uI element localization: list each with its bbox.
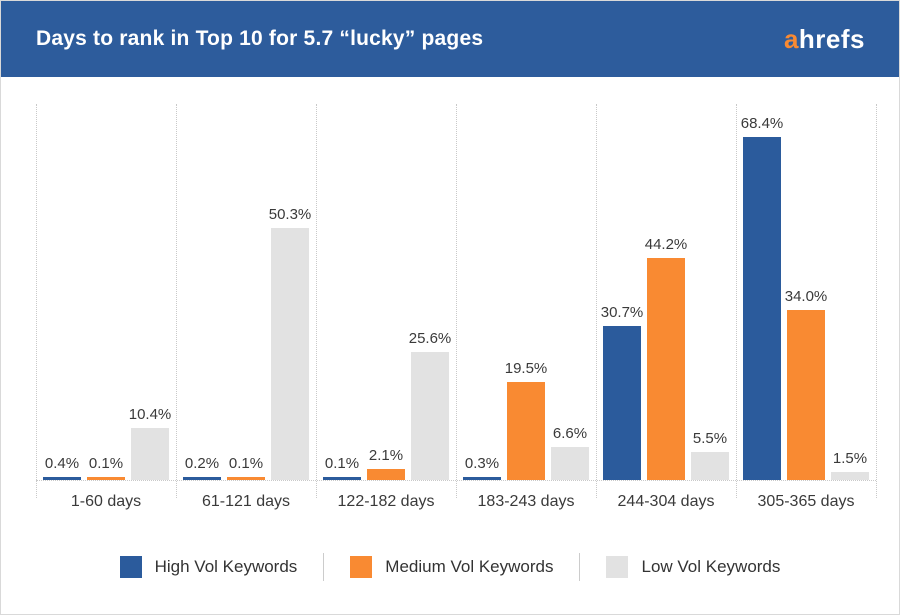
value-label-medium-vol-keywords: 34.0% <box>784 288 828 305</box>
bar-group-305-365-days: 68.4% 34.0% 1.5% <box>736 104 876 480</box>
bar-wrap-medium-vol-keywords: 0.1% <box>227 455 265 480</box>
value-label-low-vol-keywords: 50.3% <box>268 206 312 223</box>
bar-high-vol-keywords <box>743 137 781 480</box>
bar-medium-vol-keywords <box>367 469 405 480</box>
bar-low-vol-keywords <box>691 452 729 480</box>
legend-divider <box>579 553 581 581</box>
plot-area: 0.4% 0.1% 10.4% 0.2% 0.1% 50.3% 0.1% 2.1% 25.6% 0… <box>36 104 877 498</box>
x-axis-label-183-243-days: 183-243 days <box>477 493 575 510</box>
value-label-high-vol-keywords: 30.7% <box>600 304 644 321</box>
gridline <box>736 104 737 498</box>
value-label-medium-vol-keywords: 2.1% <box>368 447 404 464</box>
bar-low-vol-keywords <box>411 352 449 480</box>
legend-swatch-medium-vol-keywords <box>350 556 373 578</box>
legend-divider <box>323 553 325 581</box>
bar-wrap-low-vol-keywords: 5.5% <box>691 430 729 480</box>
legend: High Vol Keywords Medium Vol Keywords Low … <box>1 553 899 581</box>
value-label-low-vol-keywords: 6.6% <box>552 425 588 442</box>
bar-wrap-medium-vol-keywords: 34.0% <box>784 288 828 480</box>
bar-medium-vol-keywords <box>787 310 825 480</box>
bar-wrap-high-vol-keywords: 0.1% <box>323 455 361 480</box>
value-label-low-vol-keywords: 25.6% <box>408 330 452 347</box>
bar-groups: 0.4% 0.1% 10.4% 0.2% 0.1% 50.3% 0.1% 2.1% 25.6% 0… <box>36 104 876 480</box>
value-label-high-vol-keywords: 0.3% <box>464 455 500 472</box>
logo-text: hrefs <box>798 23 865 54</box>
legend-item-medium-vol-keywords: Medium Vol Keywords <box>350 556 553 578</box>
bar-wrap-low-vol-keywords: 25.6% <box>408 330 452 480</box>
bar-wrap-high-vol-keywords: 0.3% <box>463 455 501 480</box>
bar-medium-vol-keywords <box>227 477 265 480</box>
value-label-medium-vol-keywords: 19.5% <box>504 360 548 377</box>
bar-high-vol-keywords <box>603 326 641 480</box>
bar-group-61-121-days: 0.2% 0.1% 50.3% <box>176 104 316 480</box>
legend-item-high-vol-keywords: High Vol Keywords <box>119 556 298 578</box>
gridline <box>176 104 177 498</box>
bar-wrap-low-vol-keywords: 6.6% <box>551 425 589 480</box>
bar-low-vol-keywords <box>131 428 169 480</box>
x-axis-label-244-304-days: 244-304 days <box>617 493 715 510</box>
value-label-high-vol-keywords: 0.2% <box>184 455 220 472</box>
value-label-low-vol-keywords: 10.4% <box>128 406 172 423</box>
bar-group-183-243-days: 0.3% 19.5% 6.6% <box>456 104 596 480</box>
bar-high-vol-keywords <box>183 477 221 480</box>
bar-medium-vol-keywords <box>647 258 685 480</box>
bar-medium-vol-keywords <box>507 382 545 480</box>
gridline <box>316 104 317 498</box>
bar-low-vol-keywords <box>271 228 309 480</box>
gridline <box>596 104 597 498</box>
x-axis-label-122-182-days: 122-182 days <box>337 493 435 510</box>
value-label-low-vol-keywords: 5.5% <box>692 430 728 447</box>
gridline <box>456 104 457 498</box>
legend-item-low-vol-keywords: Low Vol Keywords <box>606 556 780 578</box>
ahrefs-logo: ahrefs <box>784 24 865 55</box>
bar-wrap-high-vol-keywords: 68.4% <box>740 115 784 480</box>
value-label-medium-vol-keywords: 0.1% <box>228 455 264 472</box>
bar-low-vol-keywords <box>551 447 589 480</box>
bar-wrap-medium-vol-keywords: 44.2% <box>644 236 688 480</box>
value-label-high-vol-keywords: 0.4% <box>44 455 80 472</box>
bar-wrap-high-vol-keywords: 0.4% <box>43 455 81 480</box>
x-axis-baseline <box>36 480 876 481</box>
value-label-medium-vol-keywords: 44.2% <box>644 236 688 253</box>
bar-wrap-medium-vol-keywords: 2.1% <box>367 447 405 480</box>
x-axis-labels: 1-60 days 61-121 days 122-182 days 183-243 … <box>36 480 876 511</box>
bar-wrap-low-vol-keywords: 10.4% <box>128 406 172 480</box>
legend-swatch-low-vol-keywords <box>606 556 629 578</box>
gridline <box>36 104 37 498</box>
chart-title: Days to rank in Top 10 for 5.7 “lucky” p… <box>36 27 484 50</box>
bar-wrap-high-vol-keywords: 30.7% <box>600 304 644 480</box>
bar-group-122-182-days: 0.1% 2.1% 25.6% <box>316 104 456 480</box>
bar-high-vol-keywords <box>323 477 361 480</box>
bar-wrap-low-vol-keywords: 1.5% <box>831 450 869 480</box>
bar-wrap-high-vol-keywords: 0.2% <box>183 455 221 480</box>
legend-label-low-vol-keywords: Low Vol Keywords <box>641 557 781 576</box>
gridline <box>876 104 877 498</box>
value-label-high-vol-keywords: 0.1% <box>324 455 360 472</box>
bar-low-vol-keywords <box>831 472 869 480</box>
x-axis-label-61-121-days: 61-121 days <box>201 493 291 510</box>
bar-wrap-medium-vol-keywords: 19.5% <box>504 360 548 480</box>
value-label-high-vol-keywords: 68.4% <box>740 115 784 132</box>
value-label-medium-vol-keywords: 0.1% <box>88 455 124 472</box>
bar-wrap-medium-vol-keywords: 0.1% <box>87 455 125 480</box>
bar-group-244-304-days: 30.7% 44.2% 5.5% <box>596 104 736 480</box>
header-banner: Days to rank in Top 10 for 5.7 “lucky” p… <box>1 1 899 77</box>
bar-wrap-low-vol-keywords: 50.3% <box>268 206 312 480</box>
bar-group-1-60-days: 0.4% 0.1% 10.4% <box>36 104 176 480</box>
legend-label-high-vol-keywords: High Vol Keywords <box>154 557 298 576</box>
value-label-low-vol-keywords: 1.5% <box>832 450 868 467</box>
bar-high-vol-keywords <box>463 477 501 480</box>
bar-high-vol-keywords <box>43 477 81 480</box>
legend-swatch-high-vol-keywords <box>119 556 142 578</box>
bar-medium-vol-keywords <box>87 477 125 480</box>
legend-label-medium-vol-keywords: Medium Vol Keywords <box>385 557 554 576</box>
logo-letter-a: a <box>783 23 799 54</box>
x-axis-label-1-60-days: 1-60 days <box>70 493 142 510</box>
x-axis-label-305-365-days: 305-365 days <box>757 493 855 510</box>
